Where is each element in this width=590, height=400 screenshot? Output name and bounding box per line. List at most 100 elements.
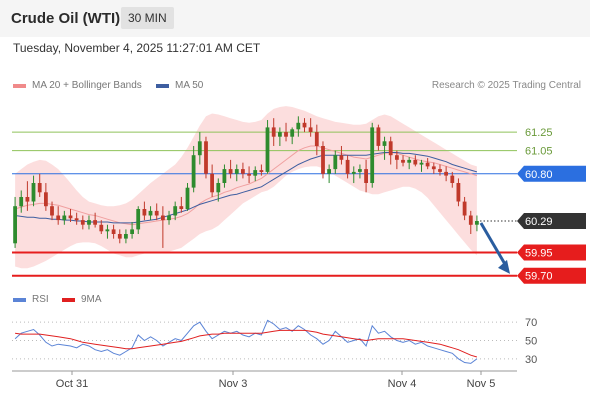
candle-body — [167, 215, 171, 221]
candle-body — [222, 169, 227, 183]
level-tag-60.29: 60.29 — [517, 213, 586, 230]
level-label-61.25: 61.25 — [525, 127, 553, 139]
candle-body — [62, 215, 67, 221]
candle-body — [19, 197, 24, 207]
level-tag-shape-60.80 — [517, 165, 586, 182]
candle-body — [31, 183, 36, 202]
candle-body — [80, 220, 85, 225]
legend-rsi-label: RSI — [32, 294, 49, 305]
candle-body — [87, 220, 91, 225]
candle-body — [117, 234, 122, 239]
candle-body — [475, 221, 479, 225]
candle-body — [136, 209, 141, 230]
candle-body — [345, 159, 350, 174]
candle-body — [93, 220, 97, 225]
candle-body — [265, 127, 270, 172]
candle-body — [111, 229, 116, 234]
level-tag-59.70: 59.70 — [517, 267, 586, 284]
candle-body — [438, 169, 442, 172]
candle-body — [154, 210, 159, 216]
legend-ma50: MA 50 — [156, 80, 203, 91]
candle-body — [105, 229, 110, 232]
candle-body — [44, 192, 48, 207]
candle-body — [456, 183, 461, 202]
candle-body — [382, 141, 387, 146]
candle-body — [161, 215, 165, 221]
bollinger-band-area — [15, 106, 477, 269]
candle-body — [185, 187, 190, 209]
candle-body — [204, 141, 208, 174]
candle-body — [462, 201, 467, 216]
candle-body — [339, 155, 344, 160]
level-tag-shape-60.29 — [517, 213, 586, 230]
candle-body — [210, 173, 214, 193]
timeframe-badge[interactable]: 30 MIN — [121, 7, 174, 29]
legend-ma20-label: MA 20 + Bollinger Bands — [32, 80, 142, 91]
candle-body — [370, 127, 375, 183]
candle-body — [358, 169, 362, 172]
candle-body — [413, 159, 418, 165]
report-datetime: Tuesday, November 4, 2025 11:27:01 AM CE… — [13, 41, 261, 55]
candle-body — [333, 155, 338, 170]
legend-ma50-swatch — [156, 83, 169, 88]
rsi-series-rsi-line — [14, 319, 478, 364]
candle-body — [124, 234, 128, 239]
x-axis-label: Nov 4 — [388, 378, 417, 390]
candle-body — [401, 159, 405, 163]
candle-body — [259, 170, 264, 172]
rsi-series-9ma-line — [15, 329, 478, 358]
candle-body — [179, 206, 184, 209]
rsi-tick-30: 30 — [525, 354, 537, 366]
candle-body — [142, 209, 147, 216]
level-tag-text-59.95: 59.95 — [525, 248, 553, 260]
candle-body — [148, 210, 153, 216]
x-axis-label: Nov 5 — [467, 378, 496, 390]
legend-ma20: MA 20 + Bollinger Bands — [13, 80, 142, 91]
candle-body — [228, 169, 233, 174]
ma50-line — [15, 152, 478, 224]
candle-body — [431, 166, 436, 170]
candle-body — [327, 169, 331, 174]
x-axis-label: Oct 31 — [56, 378, 88, 390]
candle-body — [308, 127, 313, 132]
x-axis-label: Nov 3 — [219, 378, 248, 390]
legend-rsi: RSI — [13, 294, 49, 305]
projection-arrow-head — [498, 259, 510, 274]
candle-body — [314, 132, 319, 146]
candle-body — [468, 215, 473, 225]
legend-rsi-swatch — [13, 297, 26, 302]
projection-arrow-shaft — [479, 222, 508, 267]
candle-body — [216, 183, 221, 193]
candle-body — [284, 132, 288, 137]
legend-ma9: 9MA — [62, 294, 102, 305]
research-credit: Research © 2025 Trading Central — [431, 80, 581, 91]
candle-body — [13, 206, 17, 244]
legend-ma50-label: MA 50 — [175, 80, 204, 91]
candle-body — [50, 206, 54, 216]
candle-body — [130, 229, 134, 234]
candle-body — [364, 169, 368, 183]
ma20-line — [14, 145, 478, 226]
candle-body — [25, 197, 30, 202]
header-bar: Crude Oil (WTI) 30 MIN — [0, 0, 590, 37]
candle-body — [388, 141, 393, 156]
candle-body — [376, 127, 381, 146]
candle-body — [56, 215, 61, 221]
level-label-61.05: 61.05 — [525, 146, 553, 158]
level-tag-text-60.29: 60.29 — [525, 216, 553, 228]
candle-body — [241, 169, 245, 174]
rsi-tick-70: 70 — [525, 317, 537, 329]
candle-body — [351, 171, 356, 174]
candle-body — [74, 218, 79, 221]
legend-ma9-label: 9MA — [81, 294, 102, 305]
candle-body — [444, 171, 448, 176]
level-tag-shape-59.95 — [517, 244, 586, 261]
candle-body — [425, 162, 430, 167]
candle-body — [253, 170, 258, 176]
candle-body — [234, 169, 239, 174]
candle-body — [296, 122, 301, 130]
candle-body — [290, 129, 295, 137]
candle-body — [197, 141, 202, 156]
candle-body — [395, 155, 399, 160]
